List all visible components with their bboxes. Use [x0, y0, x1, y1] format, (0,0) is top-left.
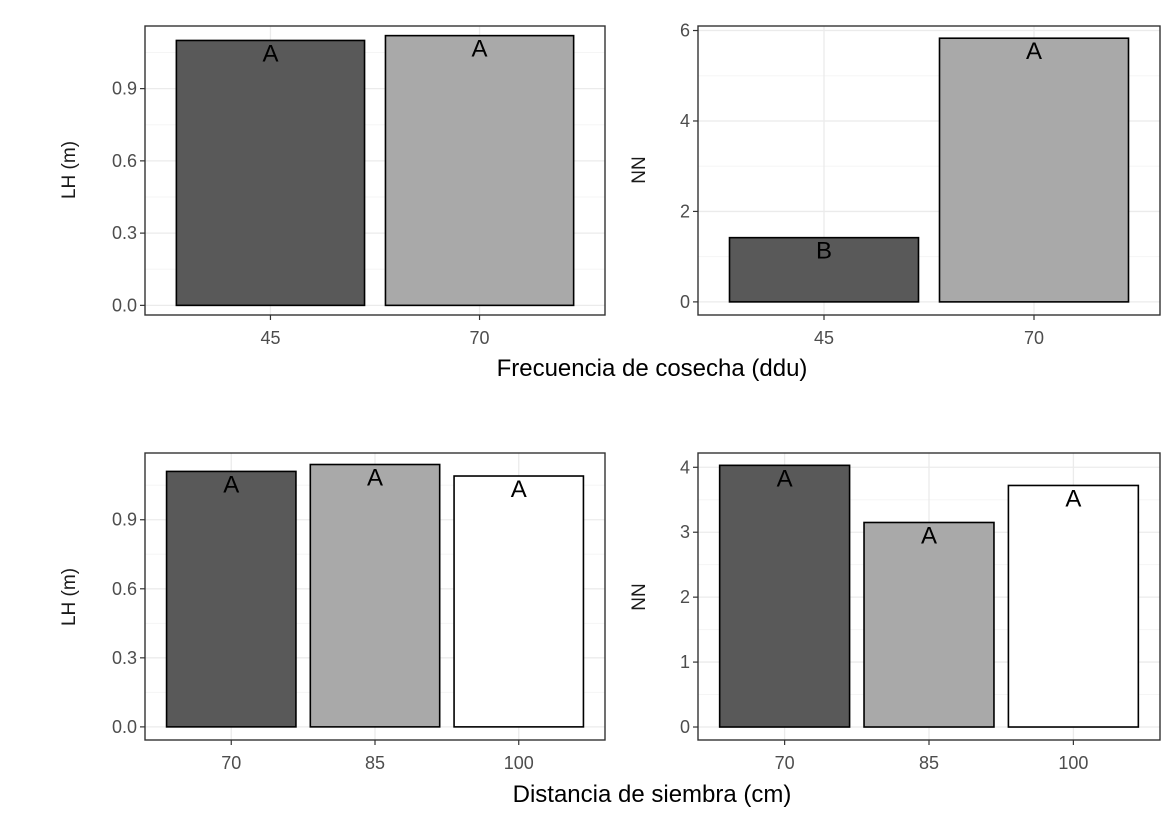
x-tick-label: 45 [260, 328, 280, 348]
y-tick-label: 0.9 [112, 510, 137, 530]
y-tick-label: 0.0 [112, 717, 137, 737]
x-tick-label: 70 [221, 753, 241, 773]
y-tick-label: 4 [680, 457, 690, 477]
panel-border [144, 25, 606, 316]
y-tick-label: 0.0 [112, 295, 137, 315]
y-tick-label: 3 [680, 522, 690, 542]
y-tick-label: 0.3 [112, 223, 137, 243]
y-axis-label: LH (m) [59, 568, 80, 626]
bar-85 [309, 463, 441, 728]
bar-45 [175, 39, 366, 307]
x-tick-label: 85 [919, 753, 939, 773]
bar-label-70: A [472, 36, 488, 63]
panel-bottom-right: A A A 0 1 2 3 4 70 85 100 NN [629, 452, 1161, 773]
y-tick-label: 0.6 [112, 151, 137, 171]
y-tick-label: 2 [680, 587, 690, 607]
panel-border [697, 25, 1161, 316]
y-tick-label: 1 [680, 652, 690, 672]
y-axis-label: NN [629, 583, 650, 610]
x-tick-label: 85 [365, 753, 385, 773]
y-tick-label: 0.6 [112, 579, 137, 599]
x-tick-label: 100 [504, 753, 534, 773]
bar-label-70: A [1026, 38, 1042, 65]
panel-bottom-left: A A A 0.0 0.3 0.6 0.9 70 85 100 LH (m) [59, 452, 606, 773]
panel-top-left: A A 0.0 0.3 0.6 0.9 45 70 LH (m) [59, 25, 606, 348]
bar-label-70: A [223, 471, 239, 498]
y-tick-label: 0 [680, 717, 690, 737]
panel-top-right: B A 0 2 4 6 45 70 NN [629, 21, 1161, 348]
bar-100 [453, 475, 585, 728]
bar-100 [1007, 484, 1140, 728]
top-group-title: Frecuencia de cosecha (ddu) [497, 355, 808, 382]
y-tick-label: 6 [680, 21, 690, 41]
x-tick-label: 70 [775, 753, 795, 773]
x-tick-label: 100 [1058, 753, 1088, 773]
bar-85 [863, 521, 995, 728]
bar-label-70: A [777, 465, 793, 492]
x-tick-label: 45 [814, 328, 834, 348]
bar-70 [165, 470, 297, 728]
x-tick-label: 70 [470, 328, 490, 348]
bar-label-45: A [262, 40, 278, 67]
x-tick-label: 70 [1024, 328, 1044, 348]
y-axis-label: NN [629, 156, 650, 183]
bar-label-45: B [816, 238, 832, 265]
bar-70 [718, 464, 851, 728]
bar-label-85: A [921, 522, 937, 549]
bar-label-100: A [1065, 485, 1081, 512]
bar-70 [384, 34, 575, 307]
y-tick-label: 0.3 [112, 648, 137, 668]
bar-label-100: A [511, 476, 527, 503]
bottom-group-title: Distancia de siembra (cm) [513, 781, 792, 808]
y-tick-label: 0 [680, 292, 690, 312]
bar-70 [938, 37, 1130, 303]
y-tick-label: 4 [680, 111, 690, 131]
bar-label-85: A [367, 465, 383, 492]
y-tick-label: 2 [680, 201, 690, 221]
y-axis-label: LH (m) [59, 141, 80, 199]
bar-45 [728, 236, 920, 303]
y-tick-label: 0.9 [112, 79, 137, 99]
